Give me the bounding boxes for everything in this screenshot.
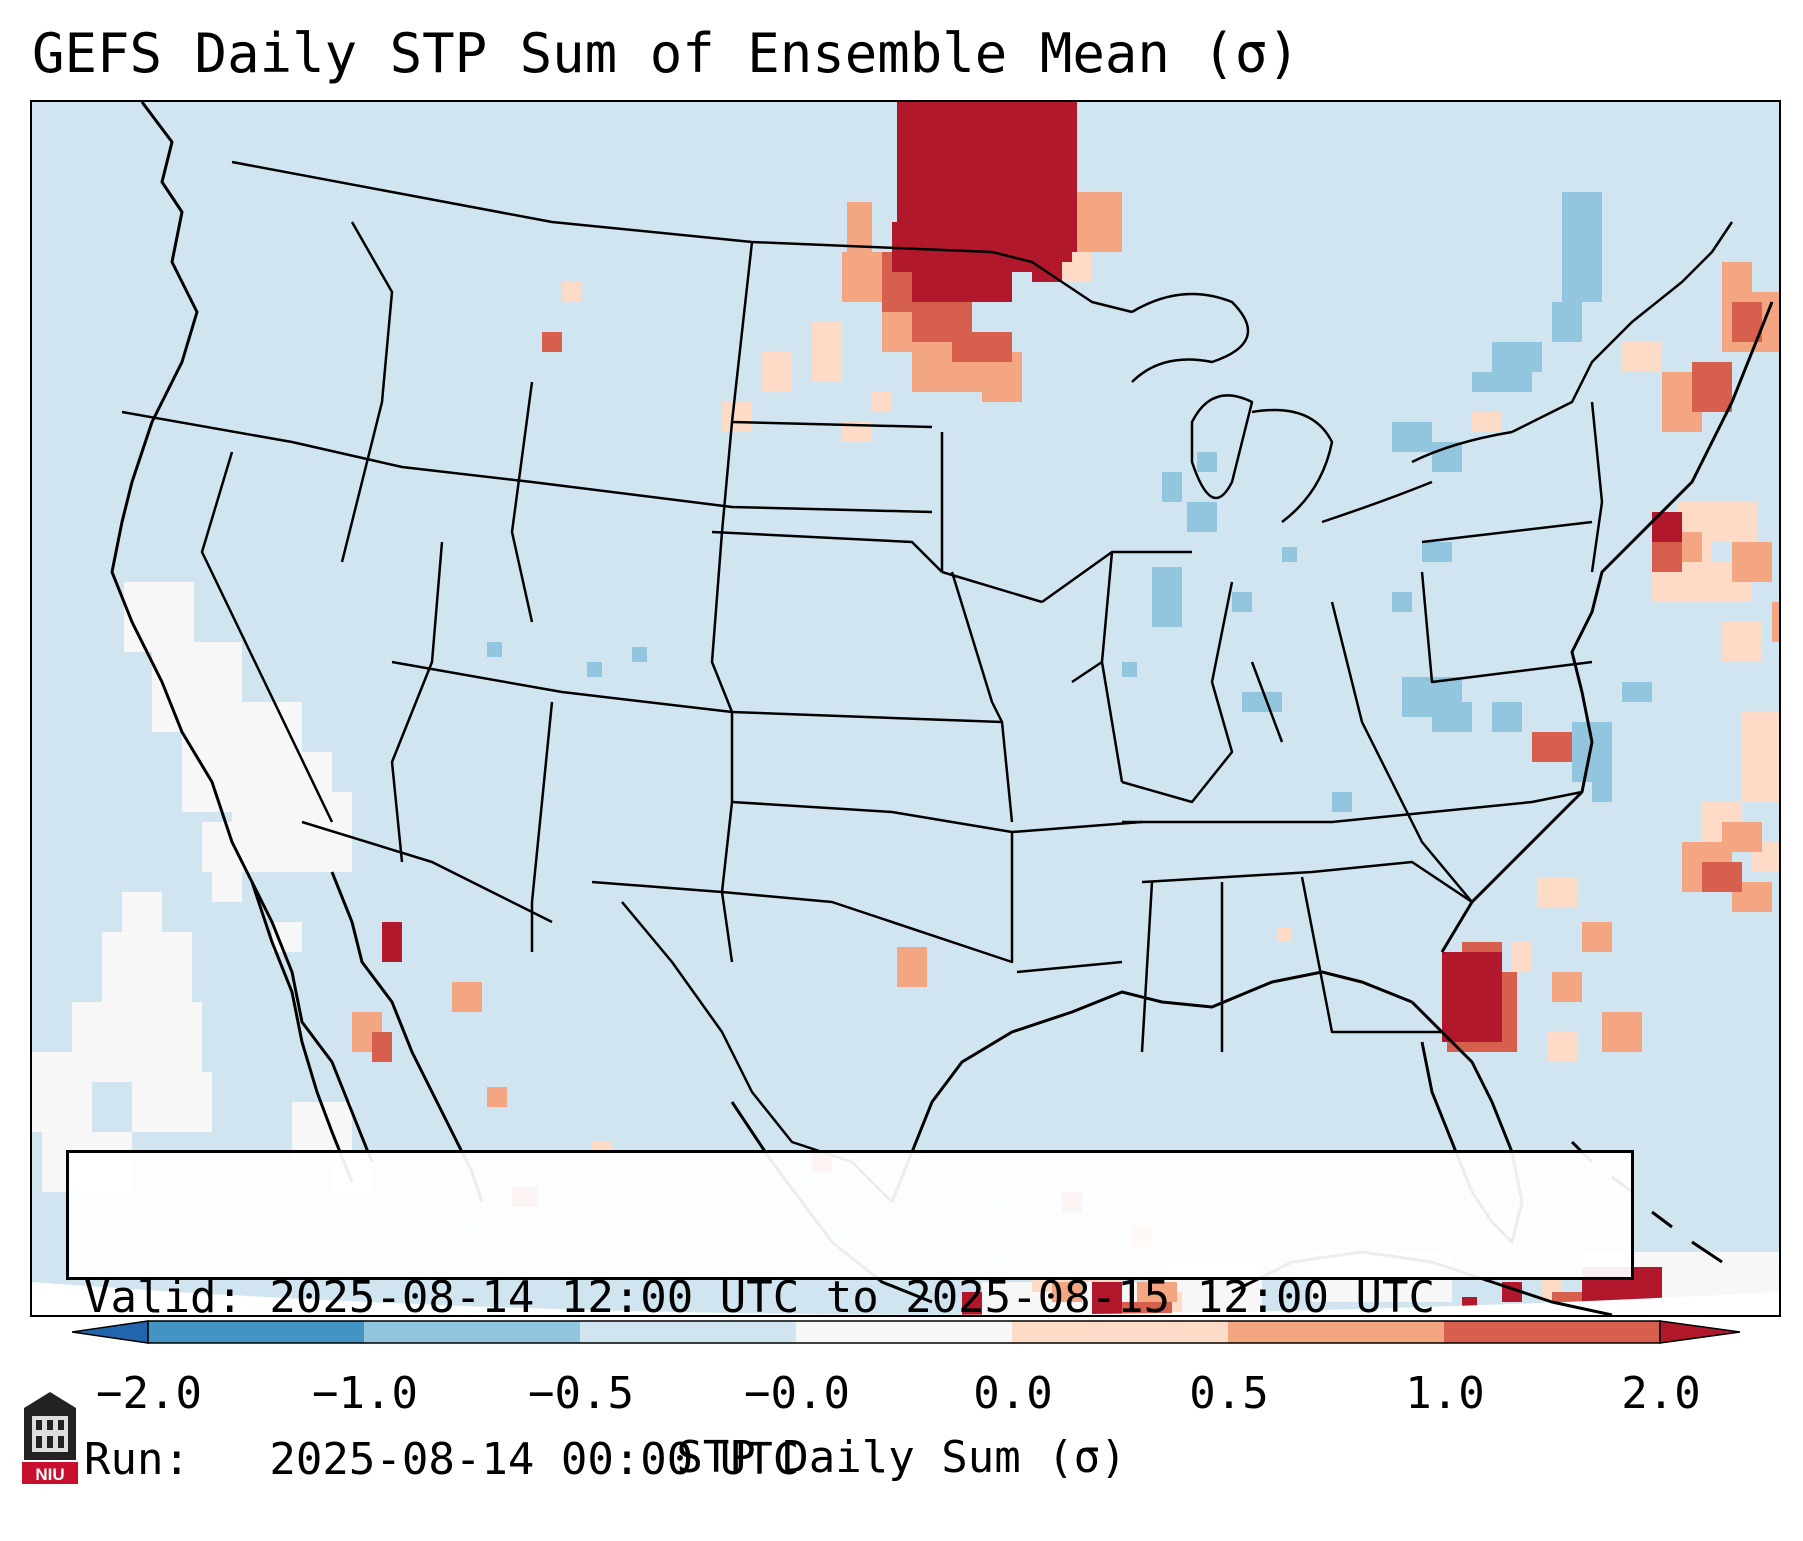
colorbar-tick-label: −0.0 <box>744 1368 850 1419</box>
projection-edge <box>32 1282 1779 1315</box>
colorbar-bin-2 <box>364 1321 580 1343</box>
colorbar-bin-5 <box>1012 1321 1228 1343</box>
colorbar-bin-1 <box>148 1321 364 1343</box>
run-time-line: Run: 2025-08-14 00:00 UTC <box>84 1434 800 1485</box>
colorbar-tick-label: 1.0 <box>1405 1368 1485 1419</box>
colorbar-bin-6 <box>1228 1321 1444 1343</box>
colorbar-label: STP Daily Sum (σ) <box>676 1432 1127 1483</box>
colorbar <box>72 1320 1741 1344</box>
colorbar-extend-low <box>72 1320 149 1344</box>
state-borders <box>121 160 1734 1203</box>
map-frame <box>30 100 1781 1317</box>
map <box>32 102 1779 1315</box>
negative-anomaly-pixels <box>487 192 1652 812</box>
colorbar-bin-3 <box>580 1321 796 1343</box>
colorbar-tick-label: −2.0 <box>96 1368 202 1419</box>
colorbar-tick-label: 0.5 <box>1189 1368 1269 1419</box>
colorbar-tick-label: −1.0 <box>312 1368 418 1419</box>
valid-run-info-box: Valid: 2025-08-14 12:00 UTC to 2025-08-1… <box>66 1150 1634 1485</box>
colorbar-bin-7 <box>1444 1321 1660 1343</box>
colorbar-tick-label: 0.0 <box>973 1368 1053 1419</box>
colorbar-tick-label: 2.0 <box>1621 1368 1701 1419</box>
logo-text: NIU <box>35 1465 64 1484</box>
chart-title: GEFS Daily STP Sum of Ensemble Mean (σ) <box>32 22 1300 85</box>
colorbar-outline <box>147 1320 1661 1344</box>
valid-time-line: Valid: 2025-08-14 12:00 UTC to 2025-08-1… <box>84 1272 1436 1323</box>
colorbar-bin-4 <box>796 1321 1012 1343</box>
niu-logo: NIU <box>22 1392 78 1484</box>
extreme-positive-anomaly-pixels <box>382 102 1682 1315</box>
colorbar-extend-high <box>1659 1320 1741 1344</box>
colorbar-tick-label: −0.5 <box>528 1368 634 1419</box>
